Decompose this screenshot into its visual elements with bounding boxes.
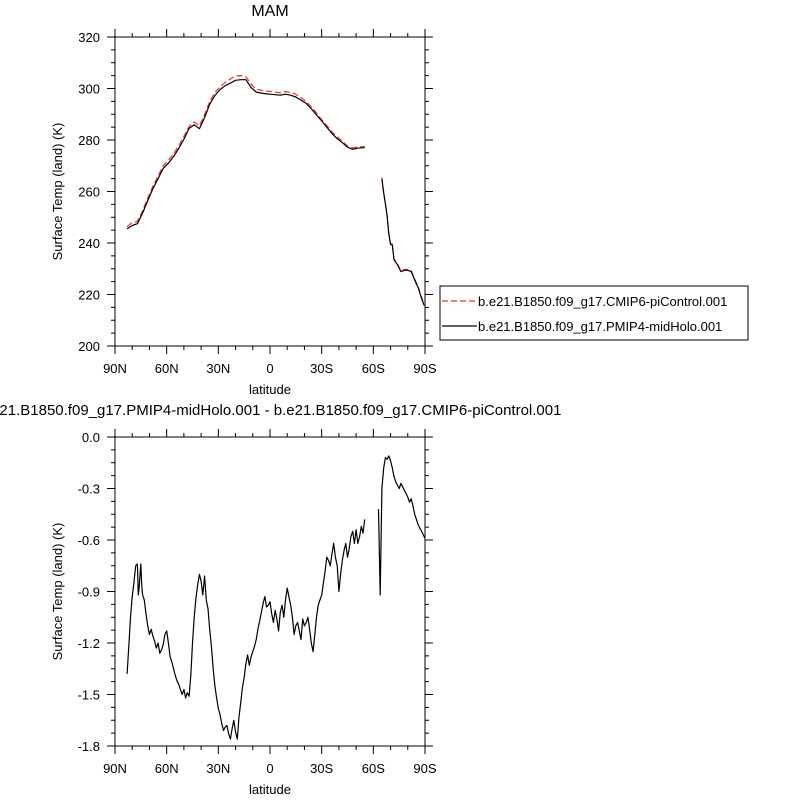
y-tick-label: -1.5 bbox=[78, 688, 100, 703]
y-axis-label: Surface Temp (land) (K) bbox=[50, 523, 65, 661]
series-line-0-segment-1 bbox=[381, 177, 425, 305]
x-tick-label: 30S bbox=[310, 361, 333, 376]
x-tick-label: 90S bbox=[413, 761, 436, 776]
y-tick-label: 240 bbox=[78, 236, 100, 251]
y-tick-label: -0.9 bbox=[78, 585, 100, 600]
y-tick-label: 220 bbox=[78, 288, 100, 303]
x-tick-label: 90N bbox=[103, 761, 127, 776]
x-tick-label: 60N bbox=[155, 761, 179, 776]
y-tick-label: 280 bbox=[78, 133, 100, 148]
x-tick-label: 30N bbox=[206, 761, 230, 776]
x-tick-label: 60N bbox=[155, 361, 179, 376]
y-tick-label: 300 bbox=[78, 82, 100, 97]
x-tick-label: 90S bbox=[413, 361, 436, 376]
y-tick-label: 320 bbox=[78, 30, 100, 45]
plot-frame bbox=[114, 36, 426, 347]
x-axis-label: latitude bbox=[249, 382, 291, 397]
series-line-1-segment-1 bbox=[381, 178, 425, 306]
x-tick-label: 0 bbox=[266, 761, 273, 776]
x-tick-label: 30S bbox=[310, 761, 333, 776]
legend: b.e21.B1850.f09_g17.CMIP6-piControl.001b… bbox=[439, 285, 749, 341]
x-tick-label: 30N bbox=[206, 361, 230, 376]
y-tick-label: 200 bbox=[78, 339, 100, 354]
series-0 bbox=[126, 74, 425, 305]
legend-label-0: b.e21.B1850.f09_g17.CMIP6-piControl.001 bbox=[478, 294, 727, 309]
y-tick-label: -1.2 bbox=[78, 636, 100, 651]
difference-panel: 90N 60N 30N 0 30S 60S 90S 0.0 -0.3 -0.6 -0.9 -1.2 -1… bbox=[0, 402, 561, 797]
x-tick-label: 60S bbox=[362, 361, 385, 376]
y-axis-label: Surface Temp (land) (K) bbox=[50, 123, 65, 261]
series-0 bbox=[126, 455, 426, 740]
series-line-0-segment-0 bbox=[126, 519, 366, 740]
series-1 bbox=[126, 79, 425, 306]
y-tick-label: -1.8 bbox=[78, 739, 100, 754]
x-tick-label: 90N bbox=[103, 361, 127, 376]
series-line-1-segment-0 bbox=[126, 79, 365, 230]
legend-box bbox=[439, 285, 749, 341]
x-tick-label: 60S bbox=[362, 761, 385, 776]
y-tick-label: -0.6 bbox=[78, 533, 100, 548]
chart-title: MAM bbox=[251, 3, 288, 20]
y-tick-label: 260 bbox=[78, 185, 100, 200]
plot-frame bbox=[114, 436, 426, 747]
y-tick-label: 0.0 bbox=[82, 430, 100, 445]
y-tick-label: -0.3 bbox=[78, 482, 100, 497]
surface-temp-panel: 90N 60N 30N 0 30S 60S 90S 200 220 240 260 280 300 320… bbox=[50, 3, 749, 397]
x-tick-label: 0 bbox=[266, 361, 273, 376]
series-line-0-segment-0 bbox=[126, 74, 365, 227]
series-line-0-segment-1 bbox=[377, 455, 426, 596]
chart-title: b.e21.B1850.f09_g17.PMIP4-midHolo.001 - … bbox=[0, 402, 561, 419]
legend-label-1: b.e21.B1850.f09_g17.PMIP4-midHolo.001 bbox=[478, 319, 722, 334]
x-axis-label: latitude bbox=[249, 782, 291, 797]
